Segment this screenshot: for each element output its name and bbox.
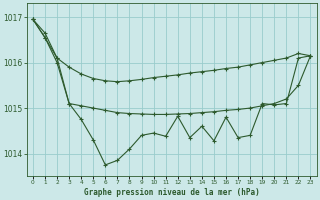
X-axis label: Graphe pression niveau de la mer (hPa): Graphe pression niveau de la mer (hPa) bbox=[84, 188, 260, 197]
